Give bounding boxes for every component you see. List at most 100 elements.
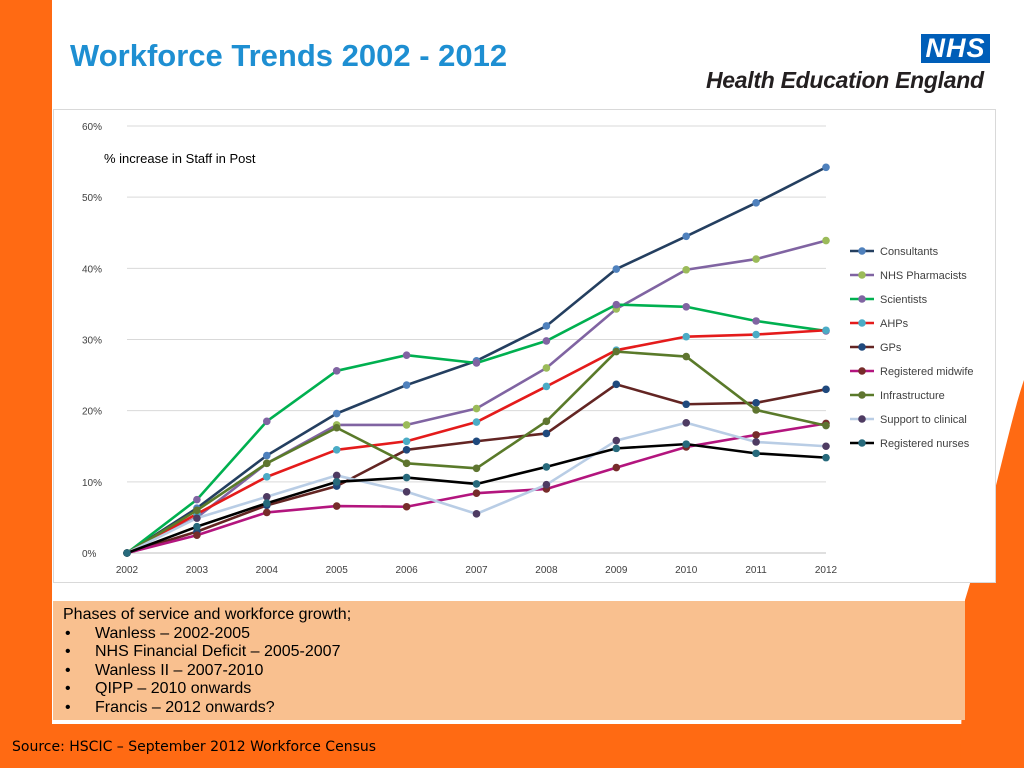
legend-entry: Infrastructure [880,390,945,402]
data-point [332,446,341,454]
data-point [332,478,341,486]
data-point [542,429,551,438]
y-tick-label: 30% [82,336,102,347]
data-point [193,506,201,515]
y-tick-label: 40% [82,264,102,275]
data-point [263,473,271,481]
x-tick-label: 2007 [465,565,488,576]
legend-swatch-marker [858,247,866,255]
x-tick-label: 2012 [815,565,838,576]
data-point [822,453,830,462]
legend-entry: Support to clinical [880,414,967,426]
data-point [472,359,481,367]
legend-entry: NHS Pharmacists [880,270,967,282]
data-point [612,444,621,453]
data-point [542,364,551,372]
legend-swatch-marker [858,391,866,399]
data-point [402,473,411,482]
x-tick-label: 2008 [535,565,558,576]
data-point [752,438,760,446]
data-point [752,199,760,207]
data-point [193,522,201,531]
data-point [752,406,760,414]
data-point [402,502,411,511]
legend-swatch-marker [858,367,866,375]
legend-swatch-marker [858,319,866,327]
data-point [822,442,830,451]
data-point [263,451,271,460]
legend-entry: Scientists [880,294,928,306]
data-point [752,255,760,263]
data-point [472,418,481,426]
x-tick-label: 2006 [395,565,418,576]
x-tick-label: 2004 [256,565,279,576]
legend-swatch-marker [858,415,866,423]
legend-entry: Registered nurses [880,438,970,450]
data-point [822,421,830,430]
x-tick-label: 2003 [186,565,209,576]
legend-entry: Registered midwife [880,366,974,378]
line-chart: 0% 10% 20% 30% 40% 50% 60% 2002 2003 2004 2005 2006… [82,122,974,576]
legend-swatch-marker [858,271,866,279]
data-point [542,322,551,330]
data-point [263,492,271,501]
data-point [682,265,690,274]
data-point [542,337,551,345]
data-point [402,381,411,389]
legend-entry: AHPs [880,318,909,330]
legend-swatch-marker [858,295,866,303]
data-point [193,495,201,504]
organisation-name: Health Education England [706,67,984,93]
y-tick-label: 20% [82,407,102,418]
data-point [612,265,621,273]
data-point [822,326,830,335]
data-point [822,163,830,172]
phase-item: Wanless II – 2007-2010 [63,662,955,681]
data-point [612,380,621,389]
data-point [123,549,131,557]
data-point [682,302,690,311]
chart-container: 0% 10% 20% 30% 40% 50% 60% 2002 2003 2004 2005 2006… [53,109,996,583]
data-point [332,367,341,375]
y-tick-label: 10% [82,478,102,489]
x-tick-label: 2002 [116,565,139,576]
data-point [263,508,271,517]
data-point [682,418,690,427]
data-point [332,409,341,418]
data-point [263,499,271,507]
data-point [472,489,481,498]
data-point [402,459,411,468]
data-point [542,480,551,489]
data-point [472,510,481,518]
data-point [472,404,481,413]
x-tick-label: 2005 [326,565,349,576]
data-point [402,487,411,496]
data-point [612,347,621,356]
x-tick-label: 2009 [605,565,628,576]
data-point [472,464,481,473]
data-point [472,480,481,488]
y-tick-label: 50% [82,193,102,204]
data-point [542,463,551,471]
phases-box: Phases of service and workforce growth; … [53,601,965,720]
phase-item: Francis – 2012 onwards? [63,699,955,718]
phase-item: Wanless – 2002-2005 [63,625,955,644]
data-point [332,502,341,510]
data-point [542,382,551,391]
data-point [193,514,201,522]
data-point [472,437,481,446]
data-point [332,471,341,480]
data-point [332,423,341,432]
data-point [682,400,690,409]
x-tick-label: 2010 [675,565,698,576]
data-point [752,399,760,407]
data-point [612,300,621,309]
x-tick-label: 2011 [745,565,767,576]
data-point [263,459,271,468]
data-point [612,436,621,445]
chart-annotation: % increase in Staff in Post [104,151,256,166]
legend-entry: GPs [880,342,902,354]
data-point [752,317,760,325]
data-point [542,417,551,426]
y-tick-label: 0% [82,549,97,560]
